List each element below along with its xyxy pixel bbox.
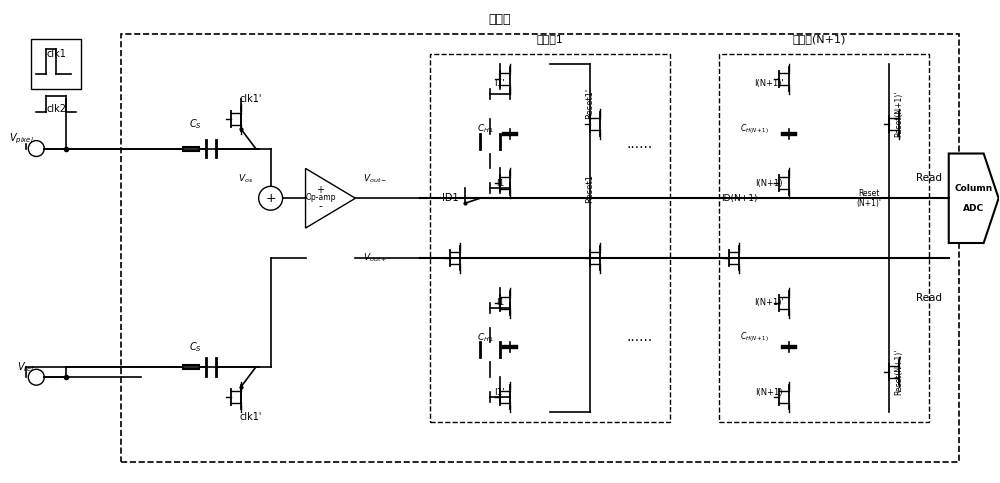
Text: I1: I1 [496, 179, 504, 188]
Text: clk2: clk2 [46, 104, 66, 114]
Text: Read: Read [916, 173, 942, 184]
Text: I1': I1' [495, 79, 505, 88]
Text: -: - [318, 201, 322, 211]
Text: $C_S$: $C_S$ [189, 341, 202, 355]
Text: $C_{H1}$: $C_{H1}$ [477, 331, 493, 344]
Text: ID(N+1): ID(N+1) [721, 194, 758, 203]
Text: $V_{ref}$: $V_{ref}$ [17, 360, 36, 374]
Text: I1': I1' [495, 388, 505, 397]
Text: Reset1': Reset1' [585, 88, 594, 119]
Text: ADC: ADC [963, 204, 984, 213]
Text: I(N+1): I(N+1) [756, 388, 783, 397]
Bar [31, 39, 81, 89]
Text: I(N+1): I(N+1) [756, 179, 783, 188]
Text: ID1: ID1 [442, 193, 458, 203]
Text: I(N+1)': I(N+1)' [754, 298, 784, 307]
Text: $C_{H1}$: $C_{H1}$ [477, 122, 493, 135]
Text: $C_{H(N+1)}$: $C_{H(N+1)}$ [740, 122, 769, 136]
Text: Column: Column [955, 184, 993, 193]
Text: I(N+1)': I(N+1)' [754, 79, 784, 88]
Text: $V_{os}$: $V_{os}$ [238, 172, 253, 185]
Text: clk1': clk1' [240, 412, 262, 422]
Bar [430, 54, 670, 422]
Text: clk1': clk1' [240, 94, 262, 104]
Text: clk1: clk1 [46, 49, 66, 59]
Text: +: + [265, 192, 276, 205]
Text: $C_S$: $C_S$ [189, 117, 202, 130]
Bar [121, 34, 959, 462]
Text: ......: ...... [626, 137, 653, 151]
Text: $V_{out+}$: $V_{out+}$ [363, 252, 388, 264]
Bar [719, 54, 929, 422]
Text: $C_{H(N+1)}$: $C_{H(N+1)}$ [740, 330, 769, 344]
Text: Reset1: Reset1 [585, 174, 594, 203]
Text: $V_{out-}$: $V_{out-}$ [363, 172, 388, 185]
Text: Reset(N+1)': Reset(N+1)' [894, 90, 903, 137]
Text: 累加器: 累加器 [489, 13, 511, 26]
Text: $V_{pixel}$: $V_{pixel}$ [9, 131, 34, 146]
Text: I1: I1 [496, 298, 504, 307]
Text: +: + [316, 185, 324, 195]
Text: 积分器1: 积分器1 [536, 34, 563, 44]
Text: 积分器(N+1): 积分器(N+1) [792, 34, 846, 44]
Polygon shape [949, 154, 999, 243]
Text: Op-amp: Op-amp [305, 193, 336, 202]
Text: ......: ...... [626, 330, 653, 344]
Text: Read: Read [916, 293, 942, 303]
Text: Reset(N+1)': Reset(N+1)' [894, 349, 903, 396]
Text: Reset
(N+1)': Reset (N+1)' [856, 188, 881, 208]
